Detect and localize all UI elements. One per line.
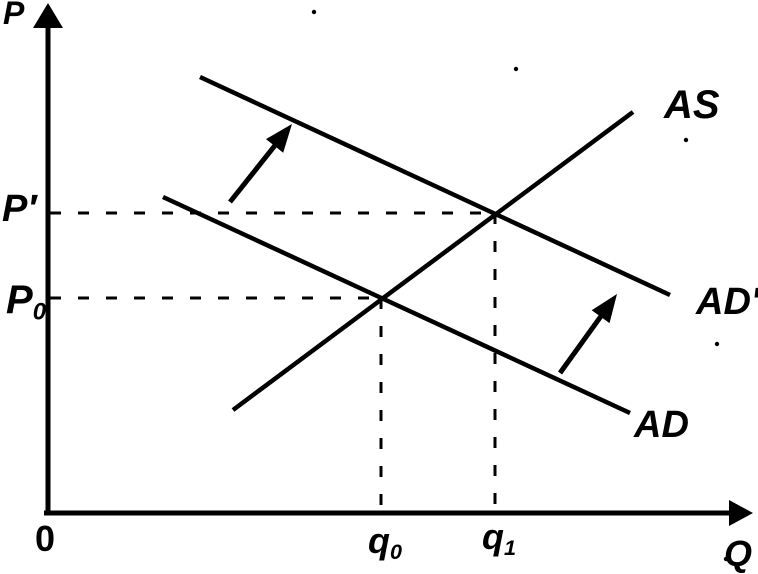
quantity-one-label: q1 <box>482 519 516 559</box>
ad-prime-curve <box>199 74 671 298</box>
shift-arrow-right-head <box>591 294 617 324</box>
quantity-zero-base: q <box>368 520 390 561</box>
quantity-one-subscript: 1 <box>504 535 517 561</box>
price-prime-label: P′ <box>2 190 36 228</box>
x-axis-label-text: Q <box>724 533 753 574</box>
y-axis-arrowhead <box>33 3 63 28</box>
x-axis-label: Q <box>724 536 752 572</box>
artifact-speck-0 <box>311 9 317 15</box>
y-axis-label-text: P <box>3 0 25 31</box>
quantity-zero-subscript: 0 <box>390 539 403 565</box>
quantity-one-base: q <box>482 516 504 557</box>
artifact-speck-4 <box>723 556 729 562</box>
ad-prime-curve-label-text: AD′ <box>696 281 758 323</box>
shift-arrow-left-head <box>265 124 292 153</box>
ad-prime-curve-label: AD′ <box>696 283 758 321</box>
shift-arrow-right-shaft <box>557 308 608 375</box>
price-zero-label: P0 <box>6 280 46 325</box>
as-curve-label-text: AS <box>664 83 720 127</box>
artifact-speck-1 <box>513 66 519 72</box>
price-zero-subscript: 0 <box>32 298 47 326</box>
price-zero-base: P <box>6 278 33 322</box>
artifact-speck-2 <box>683 137 689 143</box>
ad-curve-label: AD <box>634 406 689 444</box>
price-prime-label-text: P′ <box>2 188 37 230</box>
shift-arrow-left-shaft <box>228 138 282 204</box>
quantity-zero-label: q0 <box>368 523 402 563</box>
ad-curve <box>162 194 631 416</box>
artifact-speck-3 <box>714 341 720 347</box>
as-curve <box>231 110 635 412</box>
ad-curve-label-text: AD <box>634 404 689 446</box>
origin-label-text: 0 <box>35 518 56 559</box>
y-axis-label: P <box>3 0 24 29</box>
origin-label: 0 <box>35 521 55 557</box>
x-axis-arrowhead <box>729 500 753 526</box>
as-curve-label: AS <box>664 85 720 125</box>
